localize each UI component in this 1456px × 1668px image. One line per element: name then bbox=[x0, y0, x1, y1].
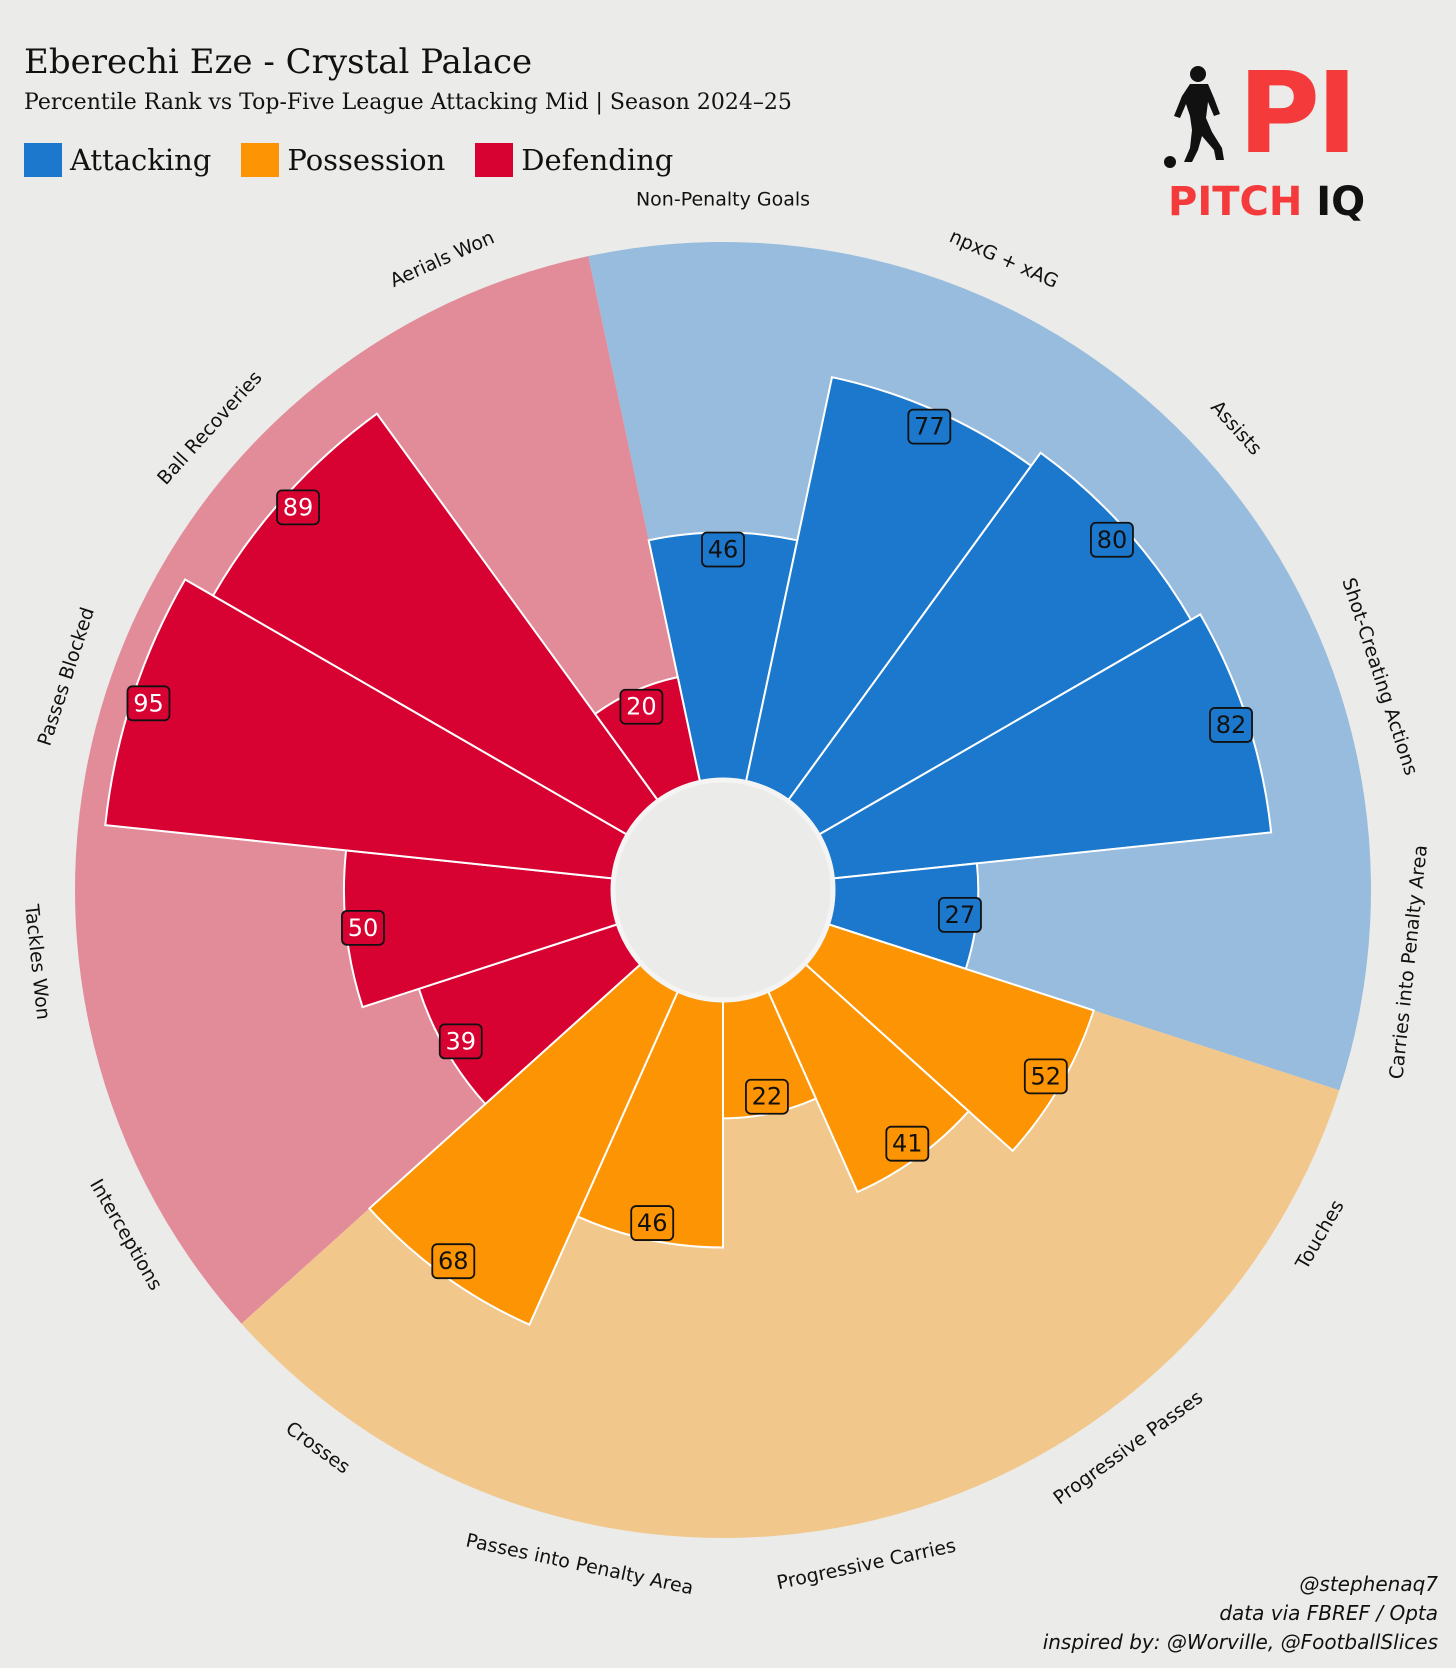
value-label-progressive-passes: 41 bbox=[885, 1125, 930, 1162]
value-label-tackles-won: 50 bbox=[341, 909, 385, 946]
value-label-interceptions: 39 bbox=[438, 1023, 483, 1060]
legend-label-possession: Possession bbox=[287, 143, 446, 177]
logo-wordmark: PITCH IQ bbox=[1168, 180, 1365, 224]
value-label-text-crosses: 68 bbox=[438, 1247, 469, 1275]
legend: Attacking Possession Defending bbox=[24, 143, 703, 177]
category-label-npxg-xag: npxG + xAG bbox=[946, 225, 1062, 293]
value-label-text-shot-creating-actions: 82 bbox=[1216, 711, 1247, 739]
value-label-non-penalty-goals: 46 bbox=[701, 531, 745, 568]
value-labels: 46 77 80 82 27 52 41 22 46 68 39 50 95 89 20 bbox=[126, 408, 1253, 1280]
pitch-iq-logo: PI PITCH IQ bbox=[1160, 58, 1390, 228]
footballer-silhouette-icon bbox=[1164, 66, 1224, 168]
chart-subtitle: Percentile Rank vs Top-Five League Attac… bbox=[24, 90, 792, 115]
value-label-text-interceptions: 39 bbox=[445, 1027, 476, 1055]
logo-word-iq: IQ bbox=[1316, 179, 1366, 225]
value-label-assists: 80 bbox=[1090, 521, 1134, 558]
value-label-progressive-carries: 22 bbox=[745, 1078, 789, 1115]
value-label-box-progressive-carries bbox=[745, 1078, 789, 1115]
logo-word-pitch: PITCH bbox=[1168, 179, 1303, 225]
value-label-crosses: 68 bbox=[431, 1243, 476, 1280]
value-label-box-touches bbox=[1023, 1058, 1068, 1095]
value-label-text-aerials-won: 20 bbox=[626, 693, 657, 721]
legend-label-defending: Defending bbox=[521, 143, 674, 177]
value-label-text-tackles-won: 50 bbox=[348, 914, 379, 942]
footer-credits: @stephenaq7 data via FBREF / Opta inspir… bbox=[1043, 1570, 1438, 1657]
value-label-box-ball-recoveries bbox=[276, 489, 320, 526]
footer-source: data via FBREF / Opta bbox=[1219, 1601, 1438, 1625]
value-label-text-carries-into-penalty-area: 27 bbox=[945, 901, 976, 929]
legend-item-attacking: Attacking bbox=[24, 143, 211, 177]
logo-mark: PI bbox=[1238, 49, 1358, 179]
category-label-crosses: Crosses bbox=[281, 1417, 354, 1478]
value-label-text-progressive-carries: 22 bbox=[752, 1083, 783, 1111]
chart-title: Eberechi Eze - Crystal Palace bbox=[24, 42, 533, 82]
legend-swatch-attacking bbox=[24, 143, 62, 177]
category-label-progressive-carries: Progressive Carries bbox=[775, 1535, 958, 1594]
category-label-passes-blocked: Passes Blocked bbox=[34, 605, 99, 749]
footer-handle: @stephenaq7 bbox=[1299, 1572, 1438, 1596]
category-label-touches: Touches bbox=[1291, 1196, 1349, 1274]
value-label-box-carries-into-penalty-area bbox=[938, 897, 982, 933]
legend-swatch-defending bbox=[475, 143, 514, 177]
category-label-assists: Assists bbox=[1206, 396, 1266, 459]
value-label-box-aerials-won bbox=[619, 688, 664, 725]
value-label-box-passes-blocked bbox=[126, 685, 171, 722]
footer-inspired: inspired by: @Worville, @FootballSlices bbox=[1042, 1630, 1438, 1654]
value-label-shot-creating-actions: 82 bbox=[1209, 707, 1253, 743]
category-label-aerials-won: Aerials Won bbox=[387, 226, 498, 292]
value-label-box-passes-into-penalty-area bbox=[630, 1205, 675, 1241]
value-label-text-passes-into-penalty-area: 46 bbox=[637, 1209, 668, 1237]
value-label-box-shot-creating-actions bbox=[1209, 707, 1253, 743]
value-label-text-non-penalty-goals: 46 bbox=[708, 536, 739, 564]
value-label-ball-recoveries: 89 bbox=[276, 489, 320, 526]
value-label-text-npxg-xag: 77 bbox=[914, 413, 945, 441]
legend-item-possession: Possession bbox=[241, 143, 445, 177]
value-label-text-ball-recoveries: 89 bbox=[283, 493, 314, 521]
value-label-box-progressive-passes bbox=[885, 1125, 930, 1162]
value-label-carries-into-penalty-area: 27 bbox=[938, 897, 982, 933]
legend-swatch-possession bbox=[241, 143, 280, 177]
value-label-box-npxg-xag bbox=[907, 408, 952, 445]
value-label-passes-blocked: 95 bbox=[126, 685, 171, 722]
value-label-text-passes-blocked: 95 bbox=[133, 689, 164, 717]
legend-item-defending: Defending bbox=[475, 143, 673, 177]
value-label-box-interceptions bbox=[438, 1023, 483, 1060]
value-label-box-non-penalty-goals bbox=[701, 531, 745, 568]
value-label-touches: 52 bbox=[1023, 1058, 1068, 1095]
legend-label-attacking: Attacking bbox=[70, 143, 212, 177]
category-label-tackles-won: Tackles Won bbox=[20, 902, 54, 1020]
category-label-passes-into-penalty-area: Passes into Penalty Area bbox=[464, 1530, 696, 1600]
value-label-text-touches: 52 bbox=[1031, 1062, 1062, 1090]
center-hole bbox=[610, 777, 836, 1003]
category-label-carries-into-penalty-area: Carries into Penalty Area bbox=[1385, 844, 1431, 1080]
value-label-text-progressive-passes: 41 bbox=[892, 1130, 923, 1158]
value-label-text-assists: 80 bbox=[1097, 526, 1128, 554]
value-label-box-crosses bbox=[431, 1243, 476, 1280]
value-label-npxg-xag: 77 bbox=[907, 408, 952, 445]
value-label-aerials-won: 20 bbox=[619, 688, 664, 725]
value-label-box-assists bbox=[1090, 521, 1134, 558]
value-label-box-tackles-won bbox=[341, 909, 385, 946]
category-label-non-penalty-goals: Non-Penalty Goals bbox=[636, 189, 810, 211]
value-label-passes-into-penalty-area: 46 bbox=[630, 1205, 675, 1241]
